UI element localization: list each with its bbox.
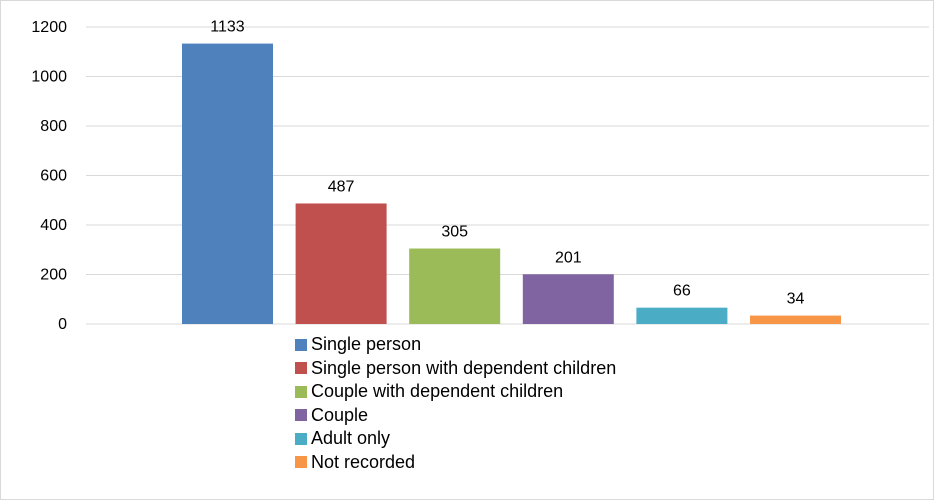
bar-adult-only [636,307,728,324]
bar-not-recorded [750,315,841,324]
data-label: 487 [328,178,355,195]
bar-single-person-with-dependent-children [295,203,387,324]
bar-single-person [182,43,273,325]
y-tick-label: 200 [40,267,67,284]
data-label: 201 [555,249,582,266]
data-label: 66 [673,283,691,300]
legend-item: Single person [295,333,616,357]
bar-couple [522,274,614,324]
data-label: 34 [787,291,805,308]
bar-couple-with-dependent-children [409,248,501,324]
legend-swatch [295,385,307,398]
legend-item: Single person with dependent children [295,357,616,381]
y-tick-label: 0 [58,316,67,333]
y-tick-label: 400 [40,217,67,234]
legend-label: Adult only [311,428,391,449]
legend: Single person Single person with dependen… [295,333,616,474]
y-tick-label: 600 [40,168,67,185]
legend-swatch [295,338,307,351]
legend-swatch [295,362,307,375]
data-labels: 1133 487 305 201 66 34 [210,19,804,308]
legend-item: Adult only [295,427,616,451]
data-label: 1133 [210,19,245,36]
y-tick-label: 1200 [31,19,67,36]
legend-label: Couple with dependent children [311,381,564,402]
legend-swatch [295,409,307,422]
legend-swatch [295,456,307,469]
data-label: 305 [441,224,468,241]
legend-label: Not recorded [311,451,416,472]
bars [182,43,841,325]
legend-label: Single person with dependent children [311,357,617,378]
legend-label: Single person [311,334,422,355]
legend-item: Not recorded [295,451,616,475]
legend-item: Couple [295,404,616,428]
legend-label: Couple [311,404,369,425]
y-tick-label: 1000 [31,69,67,86]
y-axis-tick-labels: 0 200 400 600 800 1000 1200 [31,19,67,333]
legend-swatch [295,432,307,445]
y-tick-label: 800 [40,118,67,135]
legend-item: Couple with dependent children [295,380,616,404]
